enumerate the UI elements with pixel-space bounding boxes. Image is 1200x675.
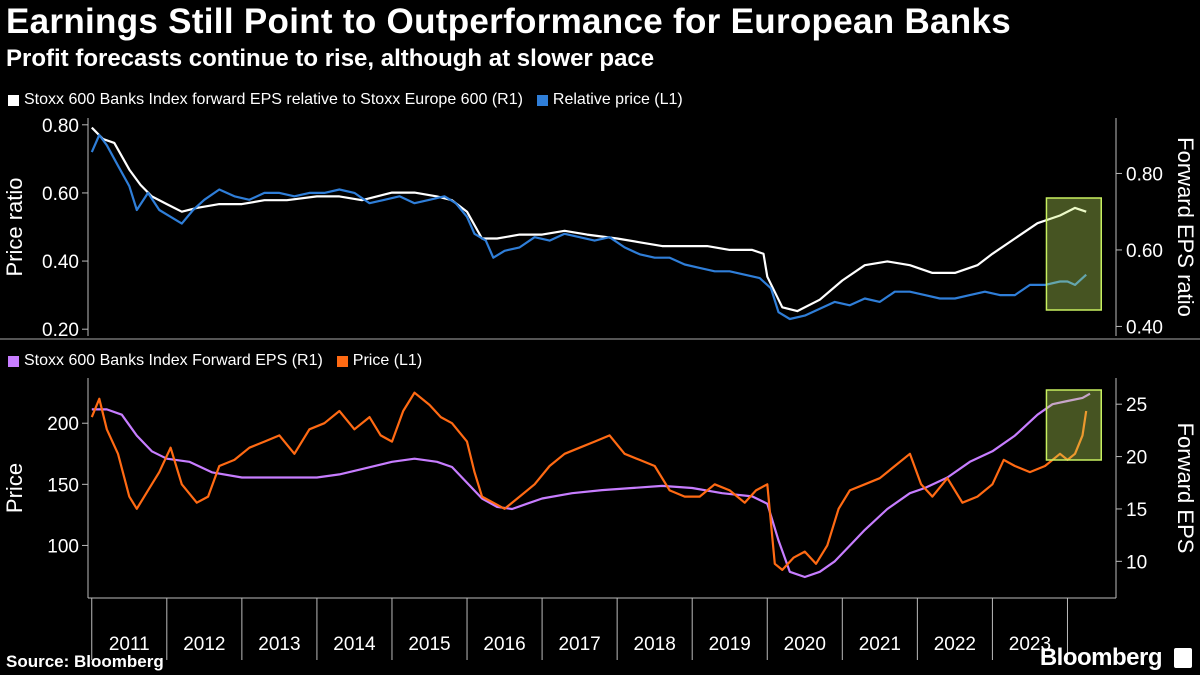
left-tick-label: 0.60 bbox=[42, 184, 79, 205]
series-line-0 bbox=[91, 126, 1087, 313]
x-tick-label: 2023 bbox=[1009, 634, 1051, 655]
legend-label: Stoxx 600 Banks Index forward EPS relati… bbox=[24, 91, 523, 108]
x-tick-label: 2021 bbox=[859, 634, 901, 655]
top-panel-legend: Stoxx 600 Banks Index forward EPS relati… bbox=[8, 91, 697, 109]
source-note: Source: Bloomberg bbox=[6, 652, 164, 671]
legend-swatch-white bbox=[8, 94, 19, 106]
left-tick-label: 150 bbox=[47, 475, 79, 496]
left-tick-label: 0.20 bbox=[42, 320, 79, 341]
left-axis-title: Price bbox=[2, 463, 27, 513]
chart-subtitle: Profit forecasts continue to rise, altho… bbox=[6, 45, 655, 72]
highlight-box bbox=[1045, 197, 1102, 311]
legend-item-forward-eps: Stoxx 600 Banks Index Forward EPS (R1) bbox=[8, 352, 323, 370]
right-tick-label: 0.80 bbox=[1126, 164, 1163, 185]
x-tick-label: 2013 bbox=[258, 634, 300, 655]
right-tick-label: 10 bbox=[1126, 552, 1147, 573]
legend-swatch-purple bbox=[8, 355, 19, 367]
legend-item-price: Price (L1) bbox=[336, 352, 423, 370]
right-axis-title: Forward EPS bbox=[1173, 423, 1198, 554]
x-tick-label: 2020 bbox=[784, 634, 826, 655]
right-axis-title: Forward EPS ratio bbox=[1173, 137, 1198, 317]
x-tick-label: 2016 bbox=[483, 634, 525, 655]
bottom-panel: 100 150 200 10 15 20 25 Price Forward EPS 2011 201… bbox=[2, 378, 1198, 660]
bloomberg-logo: Bloomberg bbox=[1039, 644, 1163, 671]
left-tick-label: 200 bbox=[47, 414, 79, 435]
right-tick-label: 0.60 bbox=[1126, 241, 1163, 262]
left-tick-label: 0.80 bbox=[42, 116, 79, 137]
left-tick-label: 100 bbox=[47, 536, 79, 557]
legend-swatch-blue bbox=[536, 94, 548, 106]
legend-item-relative-price: Relative price (L1) bbox=[536, 91, 683, 109]
series-line-1 bbox=[90, 133, 1087, 321]
legend-item-eps-ratio: Stoxx 600 Banks Index forward EPS relati… bbox=[8, 91, 523, 109]
bottom-panel-legend: Stoxx 600 Banks Index Forward EPS (R1) P… bbox=[8, 352, 436, 370]
x-tick-label: 2017 bbox=[558, 634, 600, 655]
right-tick-label: 25 bbox=[1126, 395, 1147, 416]
left-tick-label: 0.40 bbox=[42, 252, 79, 273]
legend-label: Price (L1) bbox=[352, 352, 423, 369]
series-line-1 bbox=[90, 391, 1088, 572]
legend-label: Stoxx 600 Banks Index Forward EPS (R1) bbox=[24, 352, 323, 369]
chart-title: Earnings Still Point to Outperformance f… bbox=[6, 2, 1012, 41]
x-tick-label: 2022 bbox=[934, 634, 976, 655]
x-tick-label: 2015 bbox=[408, 634, 450, 655]
left-axis-title: Price ratio bbox=[2, 177, 27, 276]
right-tick-label: 0.40 bbox=[1126, 317, 1163, 338]
logo-icon bbox=[1174, 648, 1192, 668]
series-line-0 bbox=[91, 392, 1091, 579]
right-tick-label: 15 bbox=[1126, 500, 1147, 521]
legend-label: Relative price (L1) bbox=[552, 91, 683, 108]
right-tick-label: 20 bbox=[1126, 448, 1147, 469]
x-tick-label: 2019 bbox=[709, 634, 751, 655]
x-tick-label: 2012 bbox=[183, 634, 225, 655]
x-tick-label: 2014 bbox=[333, 634, 376, 655]
legend-swatch-orange bbox=[336, 355, 348, 367]
x-tick-label: 2018 bbox=[634, 634, 676, 655]
highlight-box bbox=[1045, 389, 1102, 461]
x-tick-label: 2011 bbox=[109, 634, 150, 655]
top-panel: 0.20 0.40 0.60 0.80 0.40 0.60 0.80 Price ratio F… bbox=[2, 116, 1198, 341]
